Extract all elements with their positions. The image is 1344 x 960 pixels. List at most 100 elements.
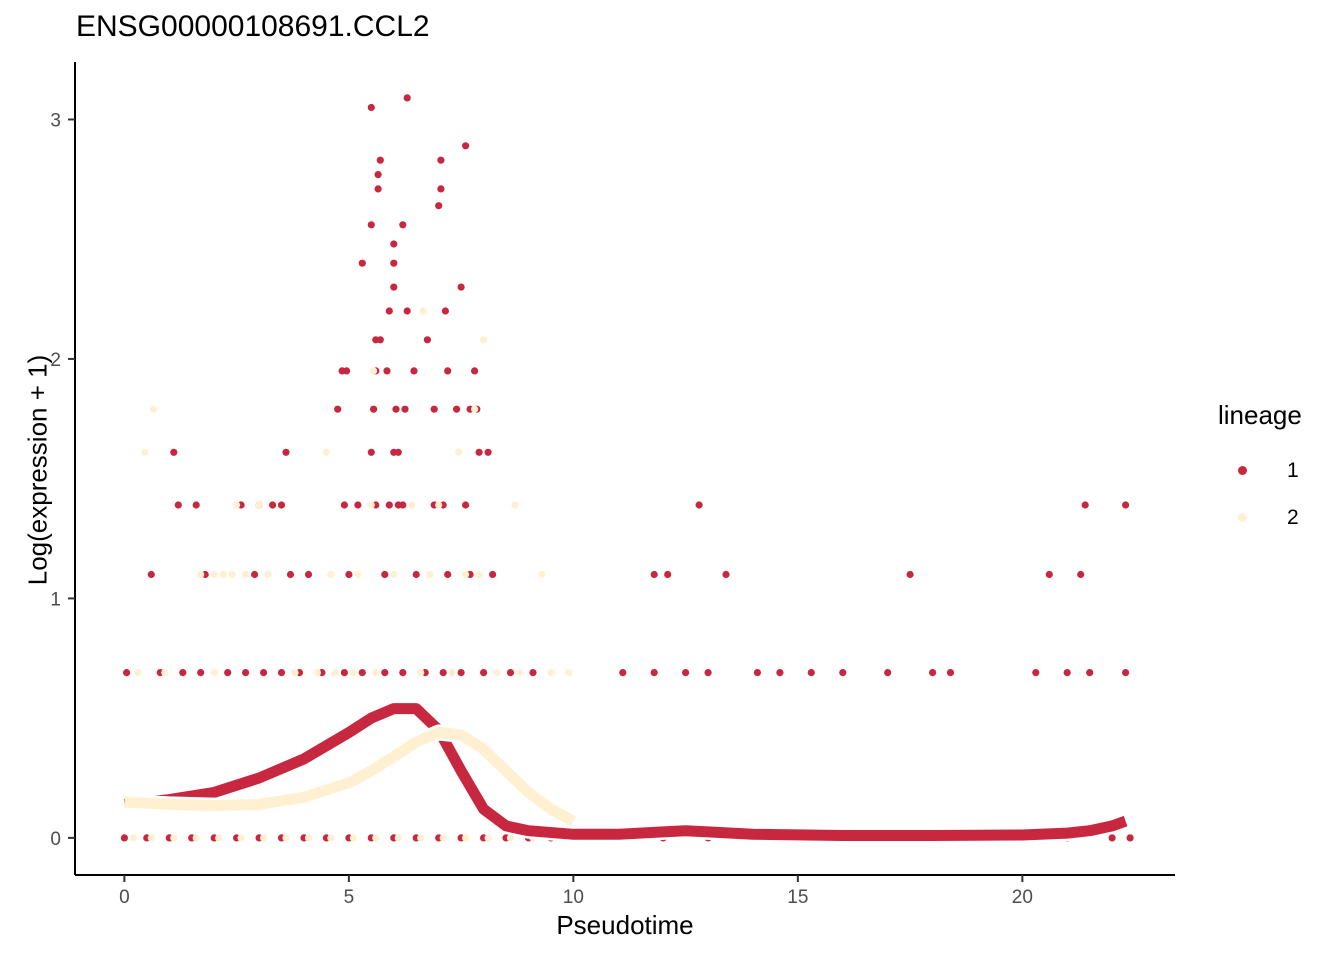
- point-lineage-2-20: [327, 570, 335, 579]
- point-lineage-1-75: [722, 570, 730, 579]
- point-lineage-1-72: [489, 570, 497, 579]
- point-lineage-1-77: [1045, 570, 1053, 579]
- point-lineage-1-12: [390, 259, 398, 267]
- point-lineage-1-74: [664, 570, 672, 579]
- point-lineage-2-58: [506, 834, 515, 842]
- point-lineage-2-51: [349, 834, 357, 842]
- point-lineage-1-60: [1081, 501, 1089, 509]
- point-lineage-2-57: [484, 834, 492, 842]
- point-lineage-1-32: [401, 405, 409, 413]
- point-lineage-1-113: [1122, 669, 1130, 677]
- point-lineage-2-7: [480, 336, 488, 344]
- curve-lineage-1: [123, 703, 1128, 841]
- point-lineage-2-38: [515, 669, 524, 677]
- point-lineage-1-69: [412, 570, 420, 579]
- point-lineage-1-24: [343, 367, 351, 375]
- point-lineage-1-83: [224, 669, 232, 677]
- point-lineage-1-2: [376, 156, 384, 164]
- point-lineage-1-29: [334, 405, 342, 413]
- point-lineage-1-5: [437, 156, 445, 164]
- chart-title: ENSG00000108691.CCL2: [76, 10, 430, 43]
- point-lineage-2-39: [547, 669, 555, 677]
- point-lineage-1-33: [430, 405, 438, 413]
- point-lineage-1-37: [170, 448, 178, 456]
- point-lineage-1-49: [277, 501, 286, 509]
- point-lineage-2-11: [408, 501, 416, 509]
- point-lineage-1-91: [381, 669, 389, 677]
- point-lineage-1-76: [906, 570, 914, 579]
- legend: lineage 1 2: [1218, 400, 1302, 541]
- point-lineage-2-42: [147, 834, 155, 842]
- point-lineage-1-104: [776, 669, 784, 677]
- point-lineage-2-22: [390, 570, 398, 579]
- point-lineage-2-26: [538, 570, 546, 579]
- point-lineage-1-67: [345, 570, 353, 579]
- point-lineage-1-50: [340, 501, 348, 509]
- point-lineage-2-46: [237, 834, 245, 842]
- point-lineage-2-54: [417, 834, 425, 842]
- point-lineage-2-9: [255, 501, 263, 509]
- point-lineage-1-110: [1032, 669, 1040, 677]
- point-lineage-2-21: [354, 570, 362, 579]
- point-lineage-1-111: [1063, 669, 1071, 677]
- point-lineage-1-14: [390, 283, 398, 291]
- point-lineage-1-73: [650, 570, 658, 579]
- point-lineage-1-92: [399, 669, 407, 677]
- point-lineage-2-24: [462, 570, 470, 579]
- point-lineage-2-23: [426, 570, 434, 579]
- point-lineage-1-21: [423, 336, 431, 344]
- point-lineage-1-25: [383, 367, 391, 375]
- point-lineage-1-42: [475, 448, 483, 456]
- point-lineage-2-25: [475, 570, 483, 579]
- point-lineage-2-14: [197, 570, 205, 579]
- point-lineage-1-27: [444, 367, 452, 375]
- point-lineage-1-41: [394, 448, 402, 456]
- point-lineage-2-16: [219, 570, 227, 579]
- point-lineage-1-147: [1126, 834, 1134, 842]
- x-tick-label-15: 15: [787, 887, 808, 908]
- point-lineage-1-44: [174, 501, 182, 509]
- point-lineage-1-109: [946, 669, 955, 677]
- point-lineage-1-96: [480, 669, 488, 677]
- point-lineage-1-100: [650, 669, 658, 677]
- legend-item-1: 1: [1218, 447, 1302, 494]
- point-lineage-2-56: [462, 834, 470, 842]
- point-lineage-1-16: [403, 307, 411, 315]
- y-tick-label-3: 3: [50, 110, 61, 131]
- data-points: [120, 94, 1134, 842]
- point-lineage-1-89: [340, 669, 348, 677]
- point-lineage-1-43: [484, 448, 492, 456]
- point-lineage-1-0: [367, 103, 375, 112]
- legend-item-2: 2: [1218, 494, 1302, 541]
- point-lineage-1-79: [123, 669, 131, 677]
- point-lineage-1-106: [839, 669, 847, 677]
- point-lineage-1-6: [437, 185, 445, 193]
- x-tick-label-0: 0: [119, 887, 130, 908]
- point-lineage-1-34: [453, 405, 461, 413]
- point-lineage-1-94: [439, 669, 447, 677]
- point-lineage-1-13: [358, 259, 366, 267]
- point-lineage-1-70: [444, 570, 452, 579]
- legend-label-2: 2: [1287, 505, 1299, 529]
- point-lineage-2-31: [313, 669, 321, 677]
- point-lineage-2-10: [367, 501, 375, 509]
- point-lineage-2-4: [419, 307, 427, 315]
- point-lineage-1-114: [120, 834, 128, 842]
- point-lineage-2-45: [215, 834, 223, 842]
- point-lineage-2-40: [565, 669, 573, 677]
- point-lineage-1-58: [462, 501, 470, 509]
- point-lineage-2-13: [511, 501, 519, 509]
- point-lineage-1-11: [390, 240, 398, 248]
- point-lineage-2-15: [210, 570, 218, 579]
- point-lineage-1-108: [929, 669, 937, 677]
- y-tick-label-2: 2: [50, 350, 61, 371]
- point-lineage-1-45: [192, 501, 200, 509]
- point-lineage-1-4: [374, 185, 382, 193]
- point-lineage-2-28: [161, 669, 169, 677]
- x-tick-label-5: 5: [344, 887, 355, 908]
- point-lineage-1-82: [197, 669, 205, 677]
- point-lineage-2-53: [394, 834, 402, 842]
- point-lineage-1-90: [358, 669, 366, 677]
- point-lineage-2-19: [264, 570, 272, 579]
- point-lineage-1-107: [884, 669, 892, 677]
